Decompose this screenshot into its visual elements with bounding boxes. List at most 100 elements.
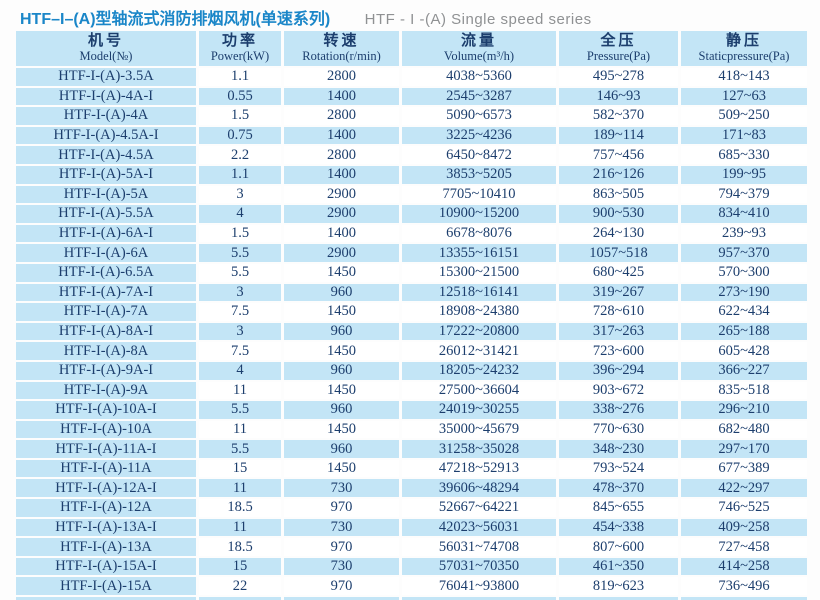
value-cell: 2545~3287 xyxy=(402,87,556,106)
model-cell: HTF-I-(A)-10A-I xyxy=(16,401,196,419)
value-cell: 27500~36604 xyxy=(402,381,556,400)
value-cell: 834~410 xyxy=(681,205,807,223)
table-row: HTF-I-(A)-15A 22 970 76041~93800 819~623 736~… xyxy=(16,577,807,596)
value-cell: 15300~21500 xyxy=(402,263,556,282)
value-cell: 11 xyxy=(199,518,281,537)
value-cell: 76041~93800 xyxy=(402,577,556,596)
value-cell: 727~458 xyxy=(681,538,807,556)
value-cell: 3225~4236 xyxy=(402,126,556,145)
value-cell: 757~456 xyxy=(559,146,678,164)
table-row: HTF-I-(A)-5A 3 2900 7705~10410 863~505 794~37… xyxy=(16,185,807,204)
value-cell: 1.1 xyxy=(199,68,281,86)
value-cell: 1400 xyxy=(284,165,399,184)
value-cell: 5.5 xyxy=(199,263,281,282)
value-cell: 685~330 xyxy=(681,146,807,164)
value-cell: 6678~8076 xyxy=(402,224,556,243)
value-cell: 265~188 xyxy=(681,322,807,341)
col-header-model-en: Model(№) xyxy=(79,49,133,63)
value-cell: 422~297 xyxy=(681,479,807,498)
value-cell: 17222~20800 xyxy=(402,322,556,341)
value-cell: 5.5 xyxy=(199,440,281,458)
value-cell: 794~379 xyxy=(681,185,807,204)
value-cell: 2800 xyxy=(284,68,399,86)
value-cell: 15 xyxy=(199,557,281,576)
value-cell: 264~130 xyxy=(559,224,678,243)
value-cell: 127~63 xyxy=(681,87,807,106)
value-cell: 2900 xyxy=(284,205,399,223)
model-cell: HTF-I-(A)-7A xyxy=(16,303,196,321)
value-cell: 730 xyxy=(284,557,399,576)
table-row: HTF-I-(A)-12A 18.5 970 52667~64221 845~655 74… xyxy=(16,499,807,517)
value-cell: 903~672 xyxy=(559,381,678,400)
value-cell: 239~93 xyxy=(681,224,807,243)
model-cell: HTF-I-(A)-7A-I xyxy=(16,283,196,302)
value-cell: 26012~31421 xyxy=(402,342,556,360)
value-cell: 35000~45679 xyxy=(402,420,556,439)
value-cell: 1.5 xyxy=(199,224,281,243)
value-cell: 957~370 xyxy=(681,244,807,262)
value-cell: 273~190 xyxy=(681,283,807,302)
value-cell: 42023~56031 xyxy=(402,518,556,537)
value-cell: 13355~16151 xyxy=(402,244,556,262)
table-row-partial xyxy=(16,597,807,600)
page-title-cn: HTF–I–(A)型轴流式消防排烟风机(单速系列) xyxy=(20,11,331,28)
value-cell: 819~623 xyxy=(559,577,678,596)
value-cell: 39606~48294 xyxy=(402,479,556,498)
value-cell: 6450~8472 xyxy=(402,146,556,164)
model-cell: HTF-I-(A)-6A-I xyxy=(16,224,196,243)
empty-cell xyxy=(559,597,678,600)
model-cell: HTF-I-(A)-8A xyxy=(16,342,196,360)
value-cell: 960 xyxy=(284,361,399,380)
value-cell: 1450 xyxy=(284,381,399,400)
value-cell: 960 xyxy=(284,322,399,341)
value-cell: 970 xyxy=(284,538,399,556)
value-cell: 461~350 xyxy=(559,557,678,576)
col-header-pressure-en: Pressure(Pa) xyxy=(586,49,651,63)
page-title-en: HTF - I -(A) Single speed series xyxy=(364,11,592,28)
value-cell: 56031~74708 xyxy=(402,538,556,556)
model-cell: HTF-I-(A)-6A xyxy=(16,244,196,262)
value-cell: 605~428 xyxy=(681,342,807,360)
value-cell: 18205~24232 xyxy=(402,361,556,380)
value-cell: 3 xyxy=(199,185,281,204)
value-cell: 12518~16141 xyxy=(402,283,556,302)
value-cell: 7.5 xyxy=(199,342,281,360)
value-cell: 1450 xyxy=(284,263,399,282)
spec-table-body: HTF-I-(A)-3.5A 1.1 2800 4038~5360 495~278 418… xyxy=(16,68,807,600)
value-cell: 2900 xyxy=(284,185,399,204)
value-cell: 366~227 xyxy=(681,361,807,380)
col-header-rotation-en: Rotation(r/min) xyxy=(302,49,381,63)
table-row: HTF-I-(A)-3.5A 1.1 2800 4038~5360 495~278 418… xyxy=(16,68,807,86)
table-row: HTF-I-(A)-6A-I 1.5 1400 6678~8076 264~130 239… xyxy=(16,224,807,243)
table-row: HTF-I-(A)-4A 1.5 2800 5090~6573 582~370 509~2… xyxy=(16,107,807,125)
value-cell: 622~434 xyxy=(681,303,807,321)
value-cell: 2.2 xyxy=(199,146,281,164)
value-cell: 3853~5205 xyxy=(402,165,556,184)
value-cell: 2900 xyxy=(284,244,399,262)
value-cell: 3 xyxy=(199,283,281,302)
value-cell: 414~258 xyxy=(681,557,807,576)
table-row: HTF-I-(A)-9A-I 4 960 18205~24232 396~294 366~… xyxy=(16,361,807,380)
value-cell: 509~250 xyxy=(681,107,807,125)
value-cell: 418~143 xyxy=(681,68,807,86)
col-header-pressure-cn: 全压 xyxy=(600,33,637,49)
value-cell: 677~389 xyxy=(681,459,807,478)
value-cell: 409~258 xyxy=(681,518,807,537)
value-cell: 171~83 xyxy=(681,126,807,145)
table-row: HTF-I-(A)-4.5A-I 0.75 1400 3225~4236 189~114… xyxy=(16,126,807,145)
model-cell: HTF-I-(A)-11A-I xyxy=(16,440,196,458)
value-cell: 2800 xyxy=(284,107,399,125)
value-cell: 396~294 xyxy=(559,361,678,380)
table-row: HTF-I-(A)-11A-I 5.5 960 31258~35028 348~230 2… xyxy=(16,440,807,458)
value-cell: 1400 xyxy=(284,87,399,106)
value-cell: 338~276 xyxy=(559,401,678,419)
table-row: HTF-I-(A)-10A 11 1450 35000~45679 770~630 682… xyxy=(16,420,807,439)
value-cell: 348~230 xyxy=(559,440,678,458)
value-cell: 5.5 xyxy=(199,401,281,419)
table-row: HTF-I-(A)-9A 11 1450 27500~36604 903~672 835~… xyxy=(16,381,807,400)
value-cell: 1400 xyxy=(284,224,399,243)
value-cell: 570~300 xyxy=(681,263,807,282)
model-cell: HTF-I-(A)-8A-I xyxy=(16,322,196,341)
table-row: HTF-I-(A)-13A-I 11 730 42023~56031 454~338 40… xyxy=(16,518,807,537)
